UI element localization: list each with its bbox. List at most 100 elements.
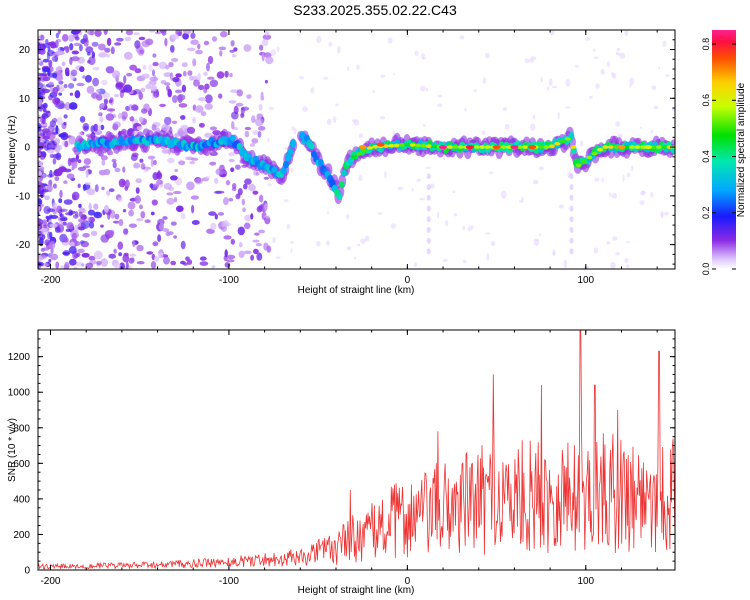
noise-blob <box>42 58 50 63</box>
noise-blob <box>364 235 370 242</box>
colorbar-tick-label: 0.0 <box>701 263 711 276</box>
noise-blob <box>58 92 63 96</box>
noise-blob <box>377 212 383 215</box>
noise-blob <box>114 94 119 98</box>
noise-blob <box>177 94 183 103</box>
noise-blob <box>502 107 507 112</box>
noise-blob <box>129 253 136 257</box>
noise-blob <box>69 92 74 96</box>
ridge-bright <box>404 142 411 147</box>
noise-blob <box>235 164 241 170</box>
noise-blob <box>105 113 115 121</box>
noise-blob <box>198 122 205 128</box>
noise-blob <box>52 202 58 210</box>
noise-blob <box>45 110 51 114</box>
noise-blob <box>170 175 178 181</box>
ridge-bright <box>506 145 513 149</box>
y-tick-label: 0 <box>24 566 30 577</box>
noise-blob <box>272 236 276 244</box>
ridge-bright <box>350 155 357 159</box>
noise-blob <box>530 123 536 131</box>
noise-blob <box>56 38 62 43</box>
noise-blob <box>101 79 108 86</box>
noise-blob <box>128 209 135 217</box>
noise-blob <box>152 53 157 58</box>
noise-blob <box>129 116 135 122</box>
noise-blob <box>38 187 42 195</box>
colorbar-gradient <box>712 30 736 269</box>
noise-blob <box>150 211 155 216</box>
noise-blob <box>154 31 162 35</box>
noise-blob <box>78 131 83 137</box>
noise-blob <box>152 69 155 77</box>
noise-blob <box>203 40 210 46</box>
noise-blob <box>259 44 264 51</box>
noise-blob <box>82 184 87 192</box>
colorbar-tick-label: 0.6 <box>701 94 711 107</box>
noise-blob <box>66 222 74 230</box>
noise-blob <box>100 224 104 228</box>
noise-blob <box>78 218 86 223</box>
noise-blob <box>172 120 178 125</box>
noise-blob <box>203 71 208 76</box>
noise-blob <box>328 41 333 47</box>
noise-blob <box>261 38 269 47</box>
noise-blob <box>215 168 224 176</box>
noise-blob <box>113 262 121 269</box>
noise-blob <box>453 213 458 217</box>
noise-blob <box>580 140 584 147</box>
noise-blob <box>204 94 213 104</box>
noise-blob <box>524 58 530 64</box>
noise-blob <box>191 204 195 214</box>
noise-blob <box>152 61 159 67</box>
ridge-bright <box>415 143 422 148</box>
noise-blob <box>180 115 186 120</box>
noise-blob <box>98 150 104 157</box>
noise-blob <box>112 220 120 224</box>
noise-blob <box>486 253 490 261</box>
noise-blob <box>214 177 219 184</box>
y-tick-label: 1000 <box>8 388 31 399</box>
noise-blob <box>275 256 282 259</box>
noise-blob <box>71 50 80 55</box>
ridge-hotspot <box>358 145 367 150</box>
noise-blob <box>123 84 133 93</box>
ridge-bright <box>516 145 523 149</box>
noise-blob <box>615 252 620 256</box>
noise-blob <box>74 36 80 41</box>
noise-blob <box>251 115 256 123</box>
noise-blob <box>240 112 245 118</box>
noise-blob <box>199 256 207 261</box>
noise-blob <box>484 232 491 235</box>
noise-blob <box>490 241 496 247</box>
noise-blob <box>100 258 109 267</box>
noise-blob <box>52 97 61 105</box>
noise-blob <box>384 170 387 179</box>
noise-blob <box>243 183 248 190</box>
noise-blob <box>49 240 56 250</box>
noise-blob <box>164 37 168 47</box>
y-tick-label: 200 <box>13 530 30 541</box>
ridge-hotspot <box>439 145 447 150</box>
noise-blob <box>123 51 133 60</box>
noise-blob <box>200 111 207 117</box>
noise-blob <box>42 136 50 140</box>
noise-blob <box>96 94 103 101</box>
noise-blob <box>241 198 245 206</box>
noise-blob <box>264 214 270 219</box>
noise-blob <box>59 213 64 218</box>
x-tick-label: -200 <box>40 576 60 587</box>
noise-blob <box>91 51 96 59</box>
noise-blob <box>107 211 111 220</box>
noise-blob <box>52 72 58 79</box>
noise-blob <box>68 102 78 110</box>
noise-blob <box>81 263 85 267</box>
noise-blob <box>218 46 227 51</box>
noise-blob <box>77 183 81 189</box>
noise-blob <box>302 106 308 112</box>
noise-blob <box>500 190 507 199</box>
noise-blob <box>58 198 63 204</box>
noise-blob <box>569 237 574 244</box>
